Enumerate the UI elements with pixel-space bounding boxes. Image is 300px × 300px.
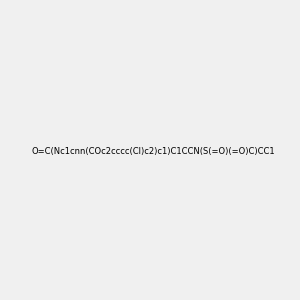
Text: O=C(Nc1cnn(COc2cccc(Cl)c2)c1)C1CCN(S(=O)(=O)C)CC1: O=C(Nc1cnn(COc2cccc(Cl)c2)c1)C1CCN(S(=O)… — [32, 147, 276, 156]
